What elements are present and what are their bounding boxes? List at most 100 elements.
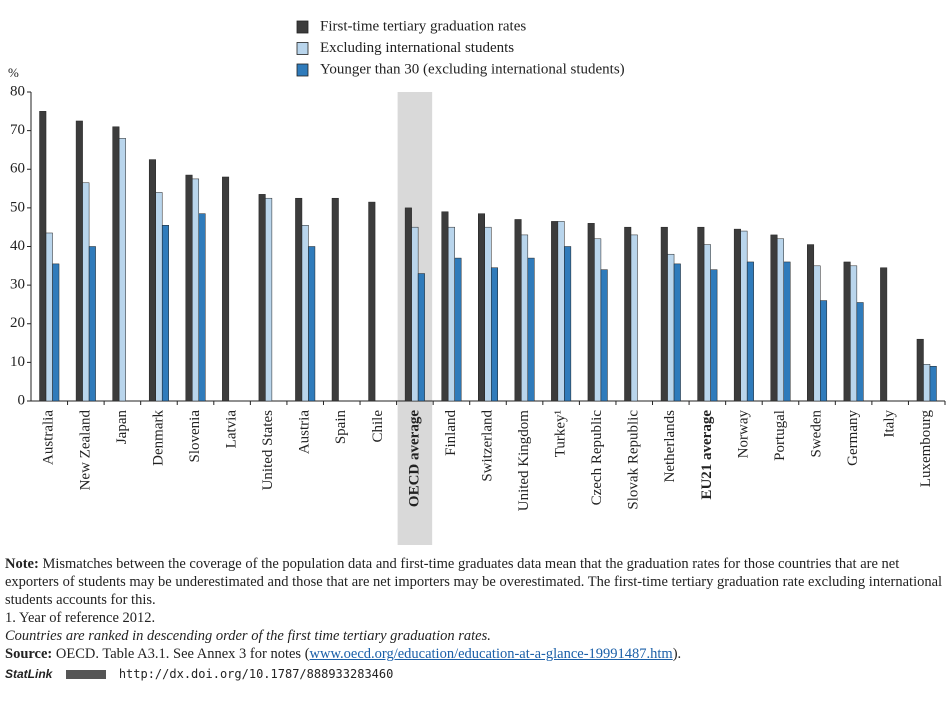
bar <box>564 246 572 402</box>
x-tick-label: Netherlands <box>662 410 678 483</box>
source-label: Source: <box>5 646 53 662</box>
bar <box>88 246 96 402</box>
bar <box>198 213 206 402</box>
bar <box>667 253 675 402</box>
bar <box>301 225 309 402</box>
bar <box>673 263 681 402</box>
x-tick-label: Switzerland <box>479 410 495 482</box>
bar <box>295 197 303 402</box>
bar <box>697 226 705 402</box>
bar <box>265 197 273 402</box>
bar <box>112 126 120 402</box>
y-tick-label: 70 <box>10 122 25 138</box>
bar <box>404 207 412 402</box>
note-label: Note: <box>5 556 39 572</box>
bar <box>521 234 529 402</box>
bar <box>703 244 711 402</box>
x-tick-label: Finland <box>443 410 459 456</box>
bar <box>491 267 498 402</box>
bar <box>222 176 230 402</box>
ranking-note: Countries are ranked in descending order… <box>5 628 491 644</box>
bar <box>776 238 784 402</box>
bar <box>843 261 851 402</box>
bar <box>478 213 485 402</box>
x-tick-label: Portugal <box>772 410 788 461</box>
x-tick-label: Slovenia <box>187 410 203 463</box>
bar <box>148 159 156 402</box>
bar <box>308 246 316 402</box>
bar <box>551 221 559 402</box>
x-tick-label: Spain <box>333 410 349 445</box>
x-tick-label: Italy <box>882 410 898 438</box>
legend-swatch <box>296 20 309 34</box>
legend-swatch <box>296 42 309 55</box>
bar <box>660 226 668 402</box>
bar <box>813 265 821 402</box>
bar <box>155 192 163 402</box>
bar <box>923 364 931 402</box>
y-tick-label: 10 <box>10 354 25 370</box>
source-link[interactable]: www.oecd.org/education/education-at-a-gl… <box>309 646 673 662</box>
bar <box>417 273 425 402</box>
y-tick-label: 80 <box>10 83 25 99</box>
source-text: OECD. Table A3.1. See Annex 3 for notes … <box>55 646 310 662</box>
bar <box>118 138 126 402</box>
x-tick-label: Chile <box>370 410 386 443</box>
source-tail: ). <box>672 646 682 662</box>
bar <box>75 120 83 402</box>
bar <box>52 263 60 402</box>
x-tick-label: Norway <box>735 410 751 459</box>
x-tick-label: Sweden <box>808 410 824 458</box>
chart: % First-time tertiary graduation rates Ex… <box>8 18 946 545</box>
bar <box>454 257 462 402</box>
bar <box>783 261 791 402</box>
x-tick-label: Czech Republic <box>589 410 605 506</box>
bar <box>587 223 595 402</box>
x-tick-label: OECD average <box>406 410 422 507</box>
bar <box>82 182 90 402</box>
y-tick-label: 60 <box>10 161 25 177</box>
x-tick-label: Turkey¹ <box>553 410 569 457</box>
legend-swatch <box>296 63 309 77</box>
x-tick-label: Australia <box>41 410 57 465</box>
legend-label: Excluding international students <box>320 40 514 56</box>
statlink: StatLink http://dx.doi.org/10.1787/88893… <box>5 665 945 683</box>
bar <box>807 244 815 402</box>
bar <box>740 230 748 402</box>
y-unit: % <box>8 65 19 80</box>
bar <box>746 261 754 402</box>
bar <box>527 257 535 402</box>
x-tick-label: Austria <box>297 410 313 455</box>
bar <box>368 201 376 402</box>
bar <box>45 232 53 402</box>
bar <box>880 267 888 402</box>
bar <box>447 226 455 402</box>
x-tick-label: Latvia <box>224 410 240 449</box>
footnote: 1. Year of reference 2012. <box>5 610 156 626</box>
legend-label: Younger than 30 (excluding international… <box>320 61 625 77</box>
bar <box>710 269 718 402</box>
x-tick-label: United Kingdom <box>516 410 532 512</box>
bar <box>594 238 602 402</box>
bar <box>850 265 858 402</box>
note: Note: Mismatches between the coverage of… <box>5 555 945 609</box>
notes: Note: Mismatches between the coverage of… <box>5 555 945 683</box>
bar <box>185 174 193 402</box>
statlink-url[interactable]: http://dx.doi.org/10.1787/888933283460 <box>118 667 394 681</box>
bar <box>733 228 741 402</box>
bar <box>916 338 924 402</box>
bar <box>331 197 339 402</box>
x-tick-label: New Zealand <box>77 410 93 491</box>
bar <box>624 226 632 402</box>
bar <box>557 221 565 402</box>
x-tick-label: Germany <box>845 410 861 466</box>
bar <box>39 111 47 402</box>
statlink-icon <box>65 670 106 679</box>
bar <box>161 225 169 402</box>
source: Source: OECD. Table A3.1. See Annex 3 fo… <box>5 645 945 663</box>
bar <box>411 226 419 402</box>
y-tick-label: 40 <box>10 238 25 254</box>
note-text: Mismatches between the coverage of the p… <box>5 556 943 608</box>
x-tick-label: EU21 average <box>699 410 715 500</box>
